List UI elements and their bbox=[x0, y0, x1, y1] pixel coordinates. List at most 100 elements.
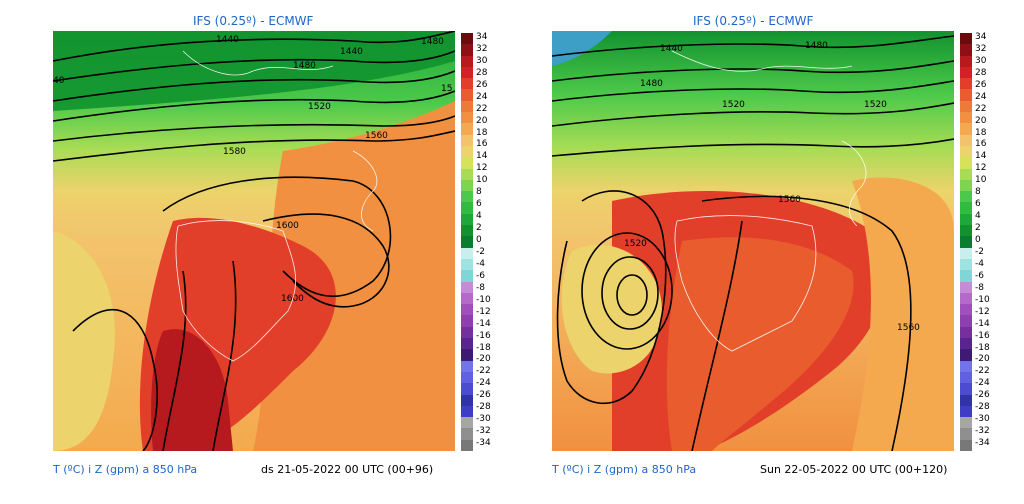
contour-label: 1520 bbox=[624, 239, 647, 249]
color-scale-tick-label: -22 bbox=[476, 366, 491, 377]
color-scale-tick-label: 12 bbox=[975, 163, 987, 174]
color-scale-tick-label: -12 bbox=[476, 306, 491, 317]
color-scale-segment bbox=[461, 89, 473, 102]
color-scale-tick-label: -4 bbox=[975, 258, 984, 269]
color-scale-tick-label: 4 bbox=[476, 211, 482, 222]
color-scale-tick-label: -14 bbox=[476, 318, 491, 329]
color-scale-segment bbox=[461, 292, 473, 305]
color-scale-tick-label: 4 bbox=[975, 211, 981, 222]
color-scale-tick-label: -30 bbox=[975, 414, 990, 425]
color-scale-tick-label: -8 bbox=[476, 282, 485, 293]
color-scale-segment bbox=[461, 112, 473, 124]
color-scale-tick-label: 22 bbox=[975, 103, 987, 114]
coastlines bbox=[175, 50, 378, 362]
color-scale-tick-label: -18 bbox=[476, 342, 491, 353]
color-scale-tick-label: 26 bbox=[476, 79, 488, 90]
color-scale-tick-label: -20 bbox=[975, 354, 990, 365]
color-scale-segment bbox=[461, 157, 473, 170]
color-scale-segment bbox=[960, 33, 972, 45]
color-scale-tick-label: 14 bbox=[975, 151, 987, 162]
color-scale-tick-label: -14 bbox=[975, 318, 990, 329]
color-scale-segment bbox=[461, 44, 473, 57]
color-scale-segment bbox=[461, 134, 473, 147]
color-scale-segment bbox=[461, 349, 473, 362]
color-scale-tick-label: 8 bbox=[476, 187, 482, 198]
color-scale-tick-label: -20 bbox=[476, 354, 491, 365]
contour-label: 1480 bbox=[421, 37, 444, 47]
color-scale-tick-label: -16 bbox=[975, 330, 990, 341]
color-scale-tick-label: 2 bbox=[975, 223, 981, 234]
color-scale-labels: 34 32 30 28 26 24 22 20 18 16 14 12 10 8 6 4 2 0 -2 -4 -6 -8-… bbox=[975, 33, 1003, 451]
color-scale-segment bbox=[960, 112, 972, 124]
color-scale-segment bbox=[960, 236, 972, 249]
contour-label: 15 bbox=[441, 84, 452, 94]
color-scale-bar bbox=[461, 33, 473, 452]
color-scale-segment bbox=[960, 315, 972, 328]
valid-time-label: Sun 22-05-2022 00 UTC (00+120) bbox=[760, 463, 948, 476]
color-scale-segment bbox=[461, 439, 473, 452]
color-scale-segment bbox=[960, 100, 972, 113]
variable-label: T (ºC) i Z (gpm) a 850 hPa bbox=[552, 463, 697, 476]
color-scale-bar bbox=[960, 33, 972, 452]
contour-label: 1440 bbox=[340, 47, 363, 57]
color-scale-segment bbox=[960, 123, 972, 136]
cold-area bbox=[552, 31, 612, 66]
color-scale-segment bbox=[960, 270, 972, 283]
contour-label: 1520 bbox=[864, 100, 887, 110]
contour-label: 1560 bbox=[778, 195, 801, 205]
color-scale-segment bbox=[960, 168, 972, 181]
color-scale-tick-label: 10 bbox=[476, 175, 488, 186]
color-scale-segment bbox=[461, 270, 473, 283]
color-scale-segment bbox=[960, 371, 972, 384]
color-scale-tick-label: 12 bbox=[476, 163, 488, 174]
color-scale-segment bbox=[960, 202, 972, 215]
color-scale-tick-label: 18 bbox=[476, 127, 488, 138]
color-scale-segment bbox=[461, 417, 473, 429]
color-scale-segment bbox=[461, 315, 473, 328]
map-svg: 1440 1440 1480 1480 1520 1560 1580 1600 … bbox=[53, 31, 455, 451]
hot-core-area bbox=[666, 237, 854, 451]
color-scale-segment bbox=[960, 157, 972, 170]
contour-label: 1440 bbox=[660, 44, 683, 54]
color-scale-tick-label: 32 bbox=[975, 43, 987, 54]
color-scale-tick-label: 14 bbox=[476, 151, 488, 162]
color-scale-tick-label: 16 bbox=[975, 139, 987, 150]
color-scale-tick-label: -26 bbox=[476, 390, 491, 401]
color-scale-segment bbox=[461, 338, 473, 350]
map-panel-left: IFS (0.25º) - ECMWF bbox=[0, 0, 500, 504]
color-scale-segment bbox=[960, 258, 972, 271]
color-scale-tick-label: 34 bbox=[975, 32, 987, 42]
color-scale-tick-label: 20 bbox=[476, 115, 488, 126]
color-scale-tick-label: 16 bbox=[476, 139, 488, 150]
valid-time-label: ds 21-05-2022 00 UTC (00+96) bbox=[261, 463, 434, 476]
contour-label: 1600 bbox=[276, 221, 299, 231]
color-scale-segment bbox=[960, 89, 972, 102]
color-scale-segment bbox=[960, 191, 972, 203]
color-scale-tick-label: 8 bbox=[975, 187, 981, 198]
cool-area bbox=[53, 231, 115, 451]
color-scale-segment bbox=[461, 191, 473, 203]
color-scale-segment bbox=[960, 145, 972, 158]
contour-label: 1580 bbox=[223, 147, 246, 157]
color-scale-segment bbox=[461, 360, 473, 373]
color-scale-segment bbox=[461, 179, 473, 192]
contour-label: 1480 bbox=[293, 61, 316, 71]
panel-title: IFS (0.25º) - ECMWF bbox=[193, 14, 314, 28]
color-scale-segment bbox=[461, 225, 473, 237]
color-scale-tick-label: -12 bbox=[975, 306, 990, 317]
color-scale-segment bbox=[461, 247, 473, 260]
color-scale-tick-label: -4 bbox=[476, 258, 485, 269]
color-scale-tick-label: 0 bbox=[975, 235, 981, 246]
color-scale-tick-label: -8 bbox=[975, 282, 984, 293]
color-scale-tick-label: 26 bbox=[975, 79, 987, 90]
color-scale-segment bbox=[960, 326, 972, 339]
color-scale-segment bbox=[461, 78, 473, 90]
warm-area bbox=[253, 101, 455, 451]
color-scale-tick-label: -32 bbox=[975, 426, 990, 437]
color-scale-tick-label: -2 bbox=[476, 246, 485, 257]
temperature-map: 1440 1440 1480 1480 1520 1560 1580 1600 … bbox=[53, 31, 455, 451]
color-scale-segment bbox=[960, 383, 972, 395]
color-scale-segment bbox=[960, 225, 972, 237]
color-scale-segment bbox=[461, 258, 473, 271]
color-scale-segment bbox=[461, 383, 473, 395]
